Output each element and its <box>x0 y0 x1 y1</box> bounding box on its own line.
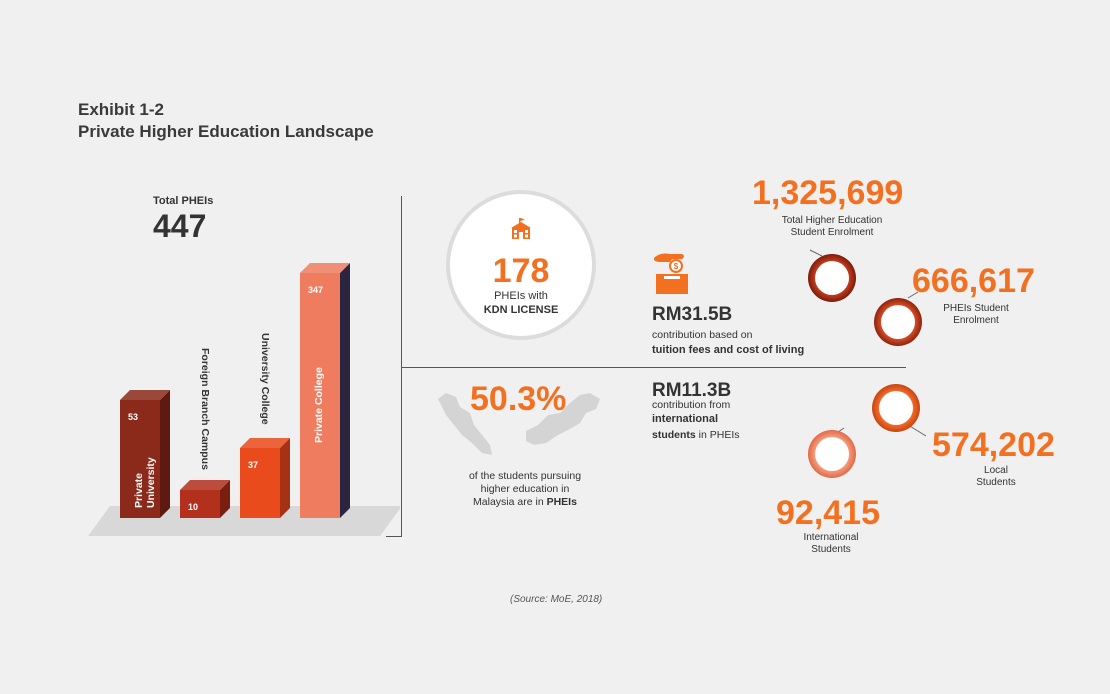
bar-3-top <box>240 438 290 448</box>
local-students-label2: Students <box>976 477 1016 488</box>
bar-3-category-label: University College <box>259 333 271 425</box>
connector-phei <box>907 291 919 299</box>
bar-4-side <box>340 263 350 518</box>
divider-foot <box>386 536 402 537</box>
phei-enrolment-value: 666,617 <box>912 262 1035 300</box>
contribution-total-value: RM31.5B <box>652 304 733 325</box>
bar-2-side <box>220 480 230 518</box>
horizontal-divider <box>401 367 906 368</box>
ring-phei-enrolment-core <box>881 305 915 339</box>
ring-international-students-core <box>815 437 849 471</box>
international-students-label1: International <box>803 532 859 543</box>
total-enrolment-label2: Student Enrolment <box>790 227 874 238</box>
phei-share-percent: 50.3% <box>470 380 567 418</box>
contribution-total-line1: contribution based on <box>652 329 753 341</box>
contribution-international-line3: students in PHEIs <box>652 429 740 441</box>
contribution-total-line2: tuition fees and cost of living <box>652 344 805 356</box>
bar-4 <box>300 273 340 518</box>
local-students-value: 574,202 <box>932 426 1055 464</box>
international-students-label2: Students <box>811 544 851 555</box>
total-enrolment-label1: Total Higher Education <box>781 215 883 226</box>
share-desc-line3-bold: PHEIs <box>546 496 577 508</box>
bar-1 <box>120 400 160 518</box>
contribution-international-line3-rest: in PHEIs <box>695 429 740 441</box>
bar-1-top <box>120 390 170 400</box>
bar-1-category-label: PrivateUniversity <box>133 457 157 508</box>
kdn-label-line1: PHEIs with <box>494 290 548 302</box>
source-note: (Source: MoE, 2018) <box>510 594 603 605</box>
contribution-international-line2: international <box>652 413 719 425</box>
school-building-icon <box>511 218 531 239</box>
local-students-label1: Local <box>984 465 1008 476</box>
share-desc-line3: Malaysia are in PHEIs <box>450 496 600 509</box>
share-desc-line3-prefix: Malaysia are in <box>473 496 547 508</box>
phei-enrolment-label1: PHEIs Student <box>943 303 1009 314</box>
bar-3-value-label: 37 <box>248 460 258 470</box>
share-desc-line1: of the students pursuing <box>468 470 582 482</box>
bar-3-side <box>280 438 290 518</box>
bar-4-category-label: Private College <box>313 367 325 443</box>
phei-enrolment-label2: Enrolment <box>953 315 999 326</box>
total-enrolment-value: 1,325,699 <box>752 174 904 212</box>
kdn-license-badge: 178 PHEIs with KDN LICENSE <box>446 190 596 340</box>
contribution-international-line3-bold: students <box>652 429 696 441</box>
contribution-international-value: RM11.3B <box>652 380 732 401</box>
bar-2 <box>180 490 220 518</box>
kdn-license-count: 178 <box>492 252 550 290</box>
bar-4-top <box>300 263 350 273</box>
total-pheis-value: 447 <box>153 208 207 244</box>
exhibit-number: Exhibit 1-2 <box>78 100 164 119</box>
ring-total-enrolment-core <box>815 261 849 295</box>
total-pheis-label: Total PHEIs <box>153 195 214 207</box>
bar-2-category-label: Foreign Branch Campus <box>199 348 211 470</box>
page-title: Private Higher Education Landscape <box>78 122 374 141</box>
bar-2-top <box>180 480 230 490</box>
hand-coin-box-icon: $ <box>654 253 688 294</box>
ring-local-students-core <box>879 391 913 425</box>
phei-share-description: of the students pursuing higher educatio… <box>450 470 600 509</box>
bar-2-value-label: 10 <box>188 502 198 512</box>
share-desc-line2: higher education in <box>480 483 570 495</box>
kdn-label-line2: KDN LICENSE <box>483 304 559 316</box>
phei-bar-chart: 53 10 37 347 PrivateUniversity Foreign Branch… <box>88 263 400 536</box>
contribution-international-line1: contribution from <box>652 399 731 411</box>
connector-total <box>809 249 823 257</box>
international-students-value: 92,415 <box>776 494 880 532</box>
malaysia-map-icon <box>438 393 600 455</box>
bar-1-value-label: 53 <box>128 412 138 422</box>
vertical-divider <box>401 196 402 537</box>
bar-4-value-label: 347 <box>308 285 323 295</box>
svg-text:$: $ <box>674 262 679 271</box>
bar-3 <box>240 448 280 518</box>
bar-1-side <box>160 390 170 518</box>
enrolment-rings <box>808 249 927 478</box>
